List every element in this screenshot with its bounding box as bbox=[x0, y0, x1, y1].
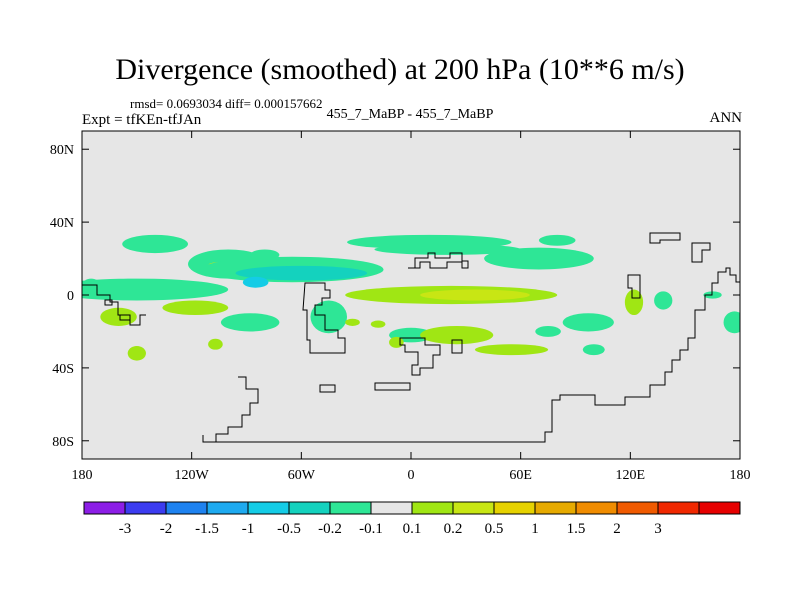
colorbar-swatch bbox=[288, 501, 331, 515]
anomaly-region bbox=[723, 311, 740, 334]
anomaly-region bbox=[127, 346, 146, 361]
coastline-island-small bbox=[119, 314, 131, 321]
anomaly-region bbox=[654, 291, 673, 310]
colorbar-label: -1.5 bbox=[195, 521, 219, 537]
colorbar-label: -3 bbox=[119, 521, 132, 537]
x-tick-label: 120W bbox=[175, 468, 210, 483]
colorbar-swatch bbox=[575, 501, 618, 515]
x-tick-label: 60W bbox=[288, 468, 316, 483]
y-axis-ticks: 80N 40N 0 40S 80S bbox=[50, 143, 740, 450]
x-tick-label: 120E bbox=[616, 468, 646, 483]
y-tick-label: 80N bbox=[50, 143, 74, 158]
anomaly-region bbox=[82, 278, 101, 294]
colorbar-label: 2 bbox=[613, 521, 621, 537]
x-tick-label: 180 bbox=[72, 468, 93, 483]
colorbar-swatch bbox=[452, 501, 495, 515]
anomaly-region bbox=[220, 313, 280, 332]
x-tick-label: 180 bbox=[730, 468, 751, 483]
season-label: ANN bbox=[709, 110, 743, 126]
anomaly-region bbox=[235, 265, 368, 281]
coastline-arabia bbox=[627, 274, 641, 299]
colorbar-swatch bbox=[616, 501, 659, 515]
case-label: 455_7_MaBP - 455_7_MaBP bbox=[326, 107, 494, 122]
colorbar-swatch bbox=[411, 501, 454, 515]
coastline-madagascar bbox=[451, 339, 463, 354]
anomaly-region bbox=[370, 320, 386, 328]
colorbar-label: -0.1 bbox=[359, 521, 383, 537]
y-tick-label: 40N bbox=[50, 216, 74, 231]
coastline-indonesia bbox=[374, 382, 411, 391]
colorbar-label: 0.1 bbox=[403, 521, 422, 537]
anomaly-region bbox=[122, 234, 189, 254]
colorbar-swatch bbox=[206, 501, 249, 515]
colorbar-swatch bbox=[247, 501, 290, 515]
colorbar-label: 3 bbox=[654, 521, 662, 537]
coastline-south-america bbox=[302, 282, 346, 354]
anomaly-region bbox=[484, 247, 594, 270]
x-axis-ticks: 180 120W 60W 0 60E 120E 180 bbox=[72, 131, 751, 483]
coastline-north-america-west bbox=[82, 284, 146, 326]
colorbar: -3 -2 -1.5 -1 -0.5 -0.2 -0.1 0.1 0.2 0.5 1 1.5 2 3 bbox=[83, 501, 741, 537]
coastline-japan bbox=[649, 232, 681, 244]
stats-line: rmsd= 0.0693034 diff= 0.000157662 bbox=[130, 96, 323, 111]
anomaly-region bbox=[474, 344, 549, 356]
colorbar-label: -0.2 bbox=[318, 521, 342, 537]
coastline-island-tiny bbox=[104, 299, 113, 306]
chart-title: Divergence (smoothed) at 200 hPa (10**6 … bbox=[115, 53, 685, 86]
anomaly-region bbox=[310, 300, 348, 334]
colorbar-label: 0.5 bbox=[485, 521, 504, 537]
anomaly-region bbox=[703, 291, 722, 299]
colorbar-swatch bbox=[165, 501, 208, 515]
colorbar-label: -2 bbox=[160, 521, 173, 537]
anomaly-region bbox=[538, 234, 576, 246]
colorbar-label: 1.5 bbox=[567, 521, 586, 537]
coastline-antarctica bbox=[203, 376, 259, 443]
anomaly-region bbox=[562, 313, 614, 332]
y-tick-label: 40S bbox=[52, 362, 74, 377]
anomaly-region bbox=[82, 278, 229, 301]
y-tick-label: 0 bbox=[67, 289, 74, 304]
colorbar-label: -0.5 bbox=[277, 521, 301, 537]
coastline-africa bbox=[408, 252, 469, 269]
colorbar-swatch bbox=[124, 501, 167, 515]
colorbar-label: 0.2 bbox=[444, 521, 463, 537]
anomaly-region bbox=[624, 289, 644, 316]
coastline-africa-south bbox=[399, 337, 441, 376]
y-tick-label: 80S bbox=[52, 435, 74, 450]
colorbar-label: 1 bbox=[531, 521, 539, 537]
x-tick-label: 0 bbox=[408, 468, 415, 483]
anomaly-region bbox=[345, 318, 360, 326]
colorbar-swatch bbox=[698, 501, 741, 515]
anomaly-fields bbox=[82, 234, 740, 361]
anomaly-region bbox=[582, 344, 605, 356]
anomaly-region bbox=[208, 338, 223, 350]
coastline-asia-east bbox=[691, 242, 711, 263]
colorbar-swatch bbox=[329, 501, 372, 515]
coastlines bbox=[82, 232, 740, 443]
anomaly-region bbox=[242, 276, 269, 288]
colorbar-swatch bbox=[657, 501, 700, 515]
anomaly-region bbox=[162, 300, 229, 316]
colorbar-swatch bbox=[83, 501, 126, 515]
anomaly-region bbox=[420, 325, 494, 345]
anomaly-region bbox=[420, 289, 530, 301]
coastline-tasmania bbox=[319, 384, 336, 393]
anomaly-region bbox=[100, 307, 137, 326]
colorbar-swatch bbox=[534, 501, 577, 515]
colorbar-swatch bbox=[493, 501, 536, 515]
anomaly-region bbox=[535, 325, 561, 337]
anomaly-region bbox=[389, 336, 404, 348]
anomaly-region bbox=[374, 243, 521, 255]
experiment-label: Expt = tfKEn-tfJAn bbox=[82, 112, 202, 128]
x-tick-label: 60E bbox=[509, 468, 532, 483]
coastline-antarctica-shelf bbox=[202, 267, 740, 443]
colorbar-swatch bbox=[370, 501, 413, 515]
colorbar-label: -1 bbox=[242, 521, 255, 537]
